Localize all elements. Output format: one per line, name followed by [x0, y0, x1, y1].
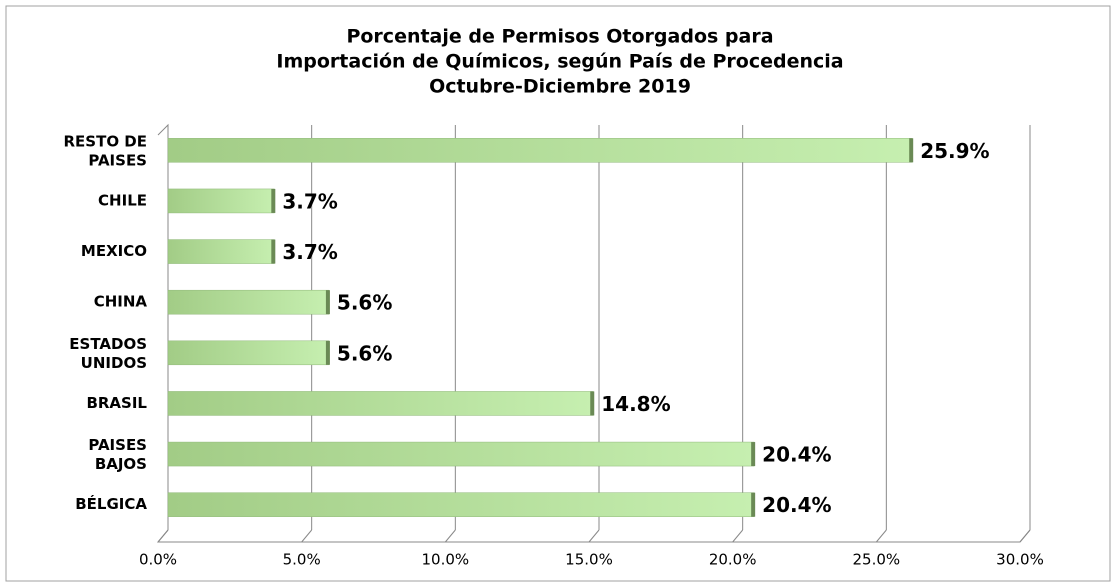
chart-title: Porcentaje de Permisos Otorgados para: [346, 26, 773, 48]
bar-side: [751, 442, 756, 467]
bar: [167, 441, 755, 467]
bar: [167, 138, 913, 163]
value-label: 5.6%: [337, 291, 392, 315]
bar: [167, 340, 330, 366]
bar-side: [590, 391, 595, 416]
value-label: 3.7%: [282, 189, 337, 213]
y-tick-label: MEXICO: [81, 242, 147, 260]
y-tick-label: ESTADOS UNIDOS: [69, 334, 147, 371]
y-tick-label: CHINA: [94, 293, 148, 311]
chart-title: Importación de Químicos, según País de P…: [276, 51, 843, 73]
x-tick-label: 20.0%: [709, 551, 757, 569]
y-tick-label: RESTO DE PAISES: [63, 132, 147, 169]
y-tick-label: BÉLGICA: [75, 494, 147, 513]
x-tick-label: 10.0%: [422, 551, 470, 569]
bar-side: [325, 290, 330, 315]
bar-side: [325, 340, 330, 365]
x-tick-label: 25.0%: [853, 551, 901, 569]
tick-floor: [875, 529, 887, 543]
bar: [167, 188, 275, 214]
value-label: 14.8%: [601, 392, 670, 416]
chart-title: Octubre-Diciembre 2019: [429, 76, 691, 98]
tick-floor: [157, 529, 169, 543]
tick-floor: [588, 529, 600, 543]
x-tick-label: 30.0%: [996, 551, 1044, 569]
x-tick-label: 15.0%: [565, 551, 613, 569]
bar-side: [271, 239, 276, 264]
tick-floor: [1019, 529, 1031, 543]
tick-floor: [732, 529, 744, 543]
y-tick-label: CHILE: [98, 191, 147, 209]
tick-floor: [444, 529, 456, 543]
bar-side: [751, 492, 756, 517]
value-label: 5.6%: [337, 341, 392, 365]
value-label: 25.9%: [920, 139, 989, 163]
x-tick-label: 0.0%: [139, 551, 177, 569]
tick-floor: [301, 529, 313, 543]
bar-side: [271, 188, 276, 213]
bar: [167, 492, 755, 517]
x-tick-label: 5.0%: [283, 551, 321, 569]
y-tick-label: BRASIL: [86, 394, 147, 412]
bar-side: [909, 138, 914, 163]
value-label: 20.4%: [762, 443, 831, 467]
value-label: 20.4%: [762, 493, 831, 517]
bar: [167, 239, 275, 264]
bar: [167, 391, 594, 416]
bar: [167, 289, 330, 315]
y-tick-label: PAISES BAJOS: [88, 436, 147, 473]
value-label: 3.7%: [282, 240, 337, 264]
